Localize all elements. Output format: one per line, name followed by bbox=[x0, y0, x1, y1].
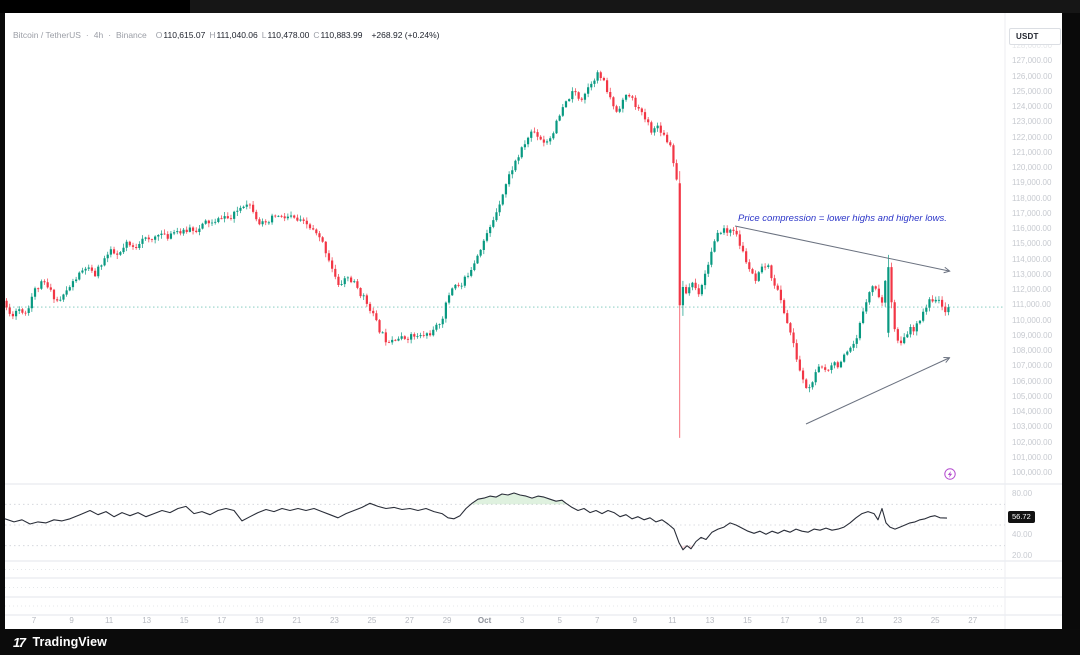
rsi-value-badge: 56.72 bbox=[1008, 511, 1035, 523]
time-tick-label: 11 bbox=[104, 616, 114, 625]
separator-dot: · bbox=[108, 30, 112, 40]
time-tick-label: 29 bbox=[442, 616, 452, 625]
tradingview-wordmark[interactable]: TradingView bbox=[32, 635, 107, 649]
time-tick-label: 9 bbox=[632, 616, 638, 625]
time-tick-label: 27 bbox=[405, 616, 414, 625]
time-tick-label: 25 bbox=[930, 616, 940, 625]
price-tick-label: 113,000.00 bbox=[1012, 269, 1052, 279]
tradingview-logo[interactable]: 17 bbox=[13, 634, 26, 650]
price-tick-label: 115,000.00 bbox=[1012, 239, 1052, 249]
time-tick-label: 21 bbox=[292, 616, 302, 625]
time-tick-label: 17 bbox=[217, 616, 227, 625]
price-tick-label: 111,000.00 bbox=[1012, 300, 1051, 310]
time-tick-label: 21 bbox=[855, 616, 865, 625]
price-tick-label: 100,000.00 bbox=[1012, 468, 1053, 477]
ohlc-value: 110,615.07 bbox=[163, 30, 206, 40]
ohlc-value: 110,883.99 bbox=[320, 30, 363, 40]
price-tick-label: 110,000.00 bbox=[1012, 315, 1052, 325]
price-tick-label: 123,000.00 bbox=[1012, 117, 1053, 127]
price-tick-label: 120,000.00 bbox=[1012, 163, 1053, 172]
price-tick-label: 124,000.00 bbox=[1012, 102, 1053, 111]
rsi-tick-label: 20.00 bbox=[1012, 551, 1033, 560]
currency-toggle-button[interactable]: USDT bbox=[1009, 28, 1061, 45]
time-tick-label: 5 bbox=[557, 616, 562, 625]
ohlc-value: 111,040.06 bbox=[216, 30, 258, 40]
time-tick-label: 13 bbox=[705, 616, 715, 625]
time-tick-label: 15 bbox=[179, 616, 189, 625]
window-right-edge bbox=[1062, 13, 1080, 630]
price-tick-label: 102,000.00 bbox=[1012, 437, 1053, 447]
chart-background[interactable] bbox=[5, 13, 1062, 630]
price-tick-label: 127,000.00 bbox=[1012, 56, 1053, 66]
window-left-edge bbox=[0, 13, 5, 630]
price-tick-label: 121,000.00 bbox=[1012, 147, 1053, 157]
time-tick-label: 19 bbox=[254, 616, 264, 625]
price-tick-label: 107,000.00 bbox=[1012, 361, 1053, 371]
price-tick-label: 119,000.00 bbox=[1012, 178, 1052, 188]
time-tick-label: 13 bbox=[142, 616, 152, 625]
rsi-tick-label: 80.00 bbox=[1012, 489, 1033, 498]
price-tick-label: 116,000.00 bbox=[1012, 224, 1052, 233]
time-tick-label: 9 bbox=[69, 616, 74, 625]
time-tick-label: 11 bbox=[668, 616, 677, 625]
ohlc-values: O110,615.07 H111,040.06 L110,478.00 C110,88… bbox=[152, 30, 363, 40]
annotation-text[interactable]: Price compression = lower highs and high… bbox=[738, 213, 947, 224]
footer-bar: 17 TradingView bbox=[0, 629, 1080, 655]
symbol-info-bar: Bitcoin / TetherUS · 4h · Binance O110,6… bbox=[13, 30, 440, 40]
price-tick-label: 126,000.00 bbox=[1012, 71, 1053, 81]
time-tick-label: 3 bbox=[519, 616, 525, 625]
ohlc-value: 110,478.00 bbox=[267, 30, 310, 40]
ohlc-key: H bbox=[209, 30, 216, 40]
price-tick-label: 109,000.00 bbox=[1012, 330, 1053, 340]
ohlc-key: C bbox=[313, 30, 320, 40]
price-change: +268.92 (+0.24%) bbox=[371, 30, 440, 40]
price-tick-label: 128,000.00 bbox=[1012, 41, 1053, 50]
price-tick-label: 104,000.00 bbox=[1012, 407, 1053, 416]
price-tick-label: 112,000.00 bbox=[1012, 285, 1052, 294]
browser-topbar bbox=[0, 0, 1080, 13]
interval-label[interactable]: 4h bbox=[93, 30, 104, 40]
time-tick-label: Oct bbox=[477, 616, 492, 625]
time-tick-label: 25 bbox=[367, 616, 377, 625]
price-tick-label: 108,000.00 bbox=[1012, 346, 1053, 355]
price-tick-label: 105,000.00 bbox=[1012, 391, 1053, 401]
time-tick-label: 7 bbox=[31, 616, 37, 625]
price-tick-label: 118,000.00 bbox=[1012, 193, 1052, 203]
time-tick-label: 17 bbox=[780, 616, 790, 625]
browser-tab[interactable] bbox=[0, 0, 190, 13]
price-tick-label: 101,000.00 bbox=[1012, 452, 1053, 462]
ohlc-key: O bbox=[155, 30, 163, 40]
time-tick-label: 15 bbox=[742, 616, 752, 625]
price-tick-label: 114,000.00 bbox=[1012, 254, 1052, 264]
price-tick-label: 125,000.00 bbox=[1012, 86, 1053, 96]
price-tick-label: 122,000.00 bbox=[1012, 132, 1053, 142]
price-tick-label: 103,000.00 bbox=[1012, 422, 1053, 432]
event-icon[interactable] bbox=[944, 468, 956, 480]
separator-dot: · bbox=[85, 30, 89, 40]
time-tick-label: 27 bbox=[968, 616, 978, 625]
rsi-tick-label: 40.00 bbox=[1012, 530, 1033, 540]
symbol-name[interactable]: Bitcoin / TetherUS bbox=[13, 30, 81, 40]
time-tick-label: 7 bbox=[595, 616, 600, 625]
exchange-label: Binance bbox=[116, 30, 147, 40]
price-tick-label: 117,000.00 bbox=[1012, 208, 1052, 218]
time-tick-label: 23 bbox=[893, 616, 903, 625]
price-tick-label: 106,000.00 bbox=[1012, 376, 1053, 386]
ohlc-key: L bbox=[261, 30, 267, 40]
currency-label: USDT bbox=[1016, 32, 1039, 41]
time-tick-label: 19 bbox=[818, 616, 827, 625]
time-tick-label: 23 bbox=[329, 616, 339, 625]
